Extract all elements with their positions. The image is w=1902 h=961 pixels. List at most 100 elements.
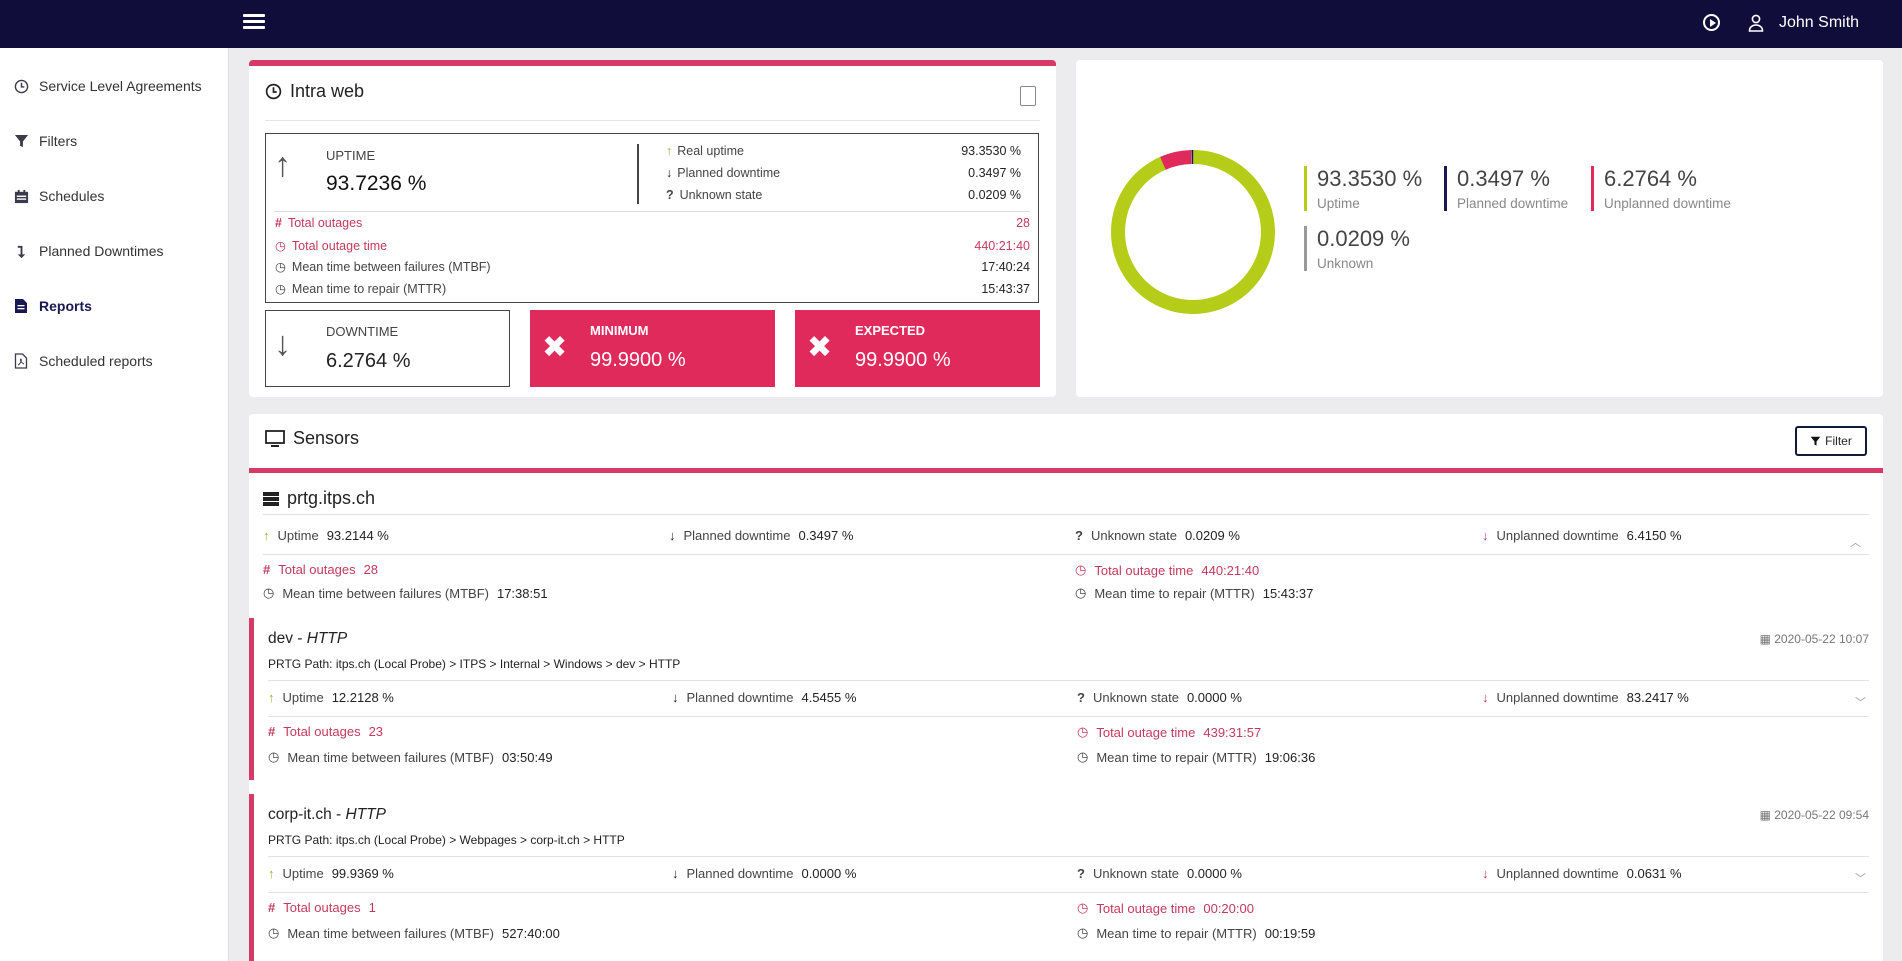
path-value: itps.ch (Local Probe) > Webpages > corp-… bbox=[335, 833, 625, 847]
sidebar-item-planned-downtimes[interactable]: Planned Downtimes bbox=[0, 231, 229, 271]
user-name[interactable]: John Smith bbox=[1779, 14, 1860, 31]
sidebar-item-reports[interactable]: Reports bbox=[0, 286, 229, 326]
unknown-state-row: ? Unknown state 0.0209 % bbox=[666, 188, 1021, 202]
stat-label: Unplanned downtime bbox=[1496, 866, 1619, 881]
clock-icon: ◷ bbox=[268, 749, 280, 764]
sensor-mtbf: ◷ Mean time between failures (MTBF) 527:40… bbox=[268, 925, 560, 941]
clock-icon: ◷ bbox=[263, 585, 275, 600]
donut-slice-planned-downtime[interactable] bbox=[1191, 150, 1194, 165]
hash-icon: # bbox=[268, 724, 276, 739]
stat-value: 0.0000 % bbox=[1186, 866, 1242, 881]
clock-icon: ◷ bbox=[1077, 925, 1089, 940]
stat-value: 00:19:59 bbox=[1264, 925, 1316, 941]
funnel-icon bbox=[1810, 436, 1821, 446]
hamburger-menu-icon[interactable] bbox=[243, 11, 265, 33]
downtime-value: 6.2764 % bbox=[326, 350, 411, 372]
funnel-icon bbox=[13, 133, 29, 149]
planned-downtime-label: Planned downtime bbox=[677, 166, 781, 180]
stat-value: 527:40:00 bbox=[501, 925, 560, 941]
stat-value: 93.2144 % bbox=[326, 528, 389, 543]
sidebar-item-label: Reports bbox=[39, 298, 92, 314]
path-label: PRTG Path: bbox=[268, 833, 333, 847]
sensors-header: Sensors bbox=[265, 428, 359, 449]
real-uptime-row: ↑ Real uptime 93.3530 % bbox=[666, 144, 1021, 158]
arrow-down-icon: ↓ bbox=[1482, 528, 1489, 543]
stat-value: 0.0000 % bbox=[801, 866, 857, 881]
donut-slice-unknown[interactable] bbox=[1191, 150, 1192, 165]
chevron-up-icon[interactable]: ︿ bbox=[1850, 537, 1861, 549]
minimum-value: 99.9900 % bbox=[590, 349, 686, 371]
mttr-row: ◷ Mean time to repair (MTTR) 15:43:37 bbox=[275, 281, 1030, 297]
filter-button[interactable]: Filter bbox=[1795, 426, 1867, 456]
filter-button-label: Filter bbox=[1825, 434, 1852, 448]
stat-label: Total outages bbox=[283, 724, 361, 739]
pdf-file-icon bbox=[13, 353, 29, 369]
total-outages-label: Total outages bbox=[287, 216, 363, 230]
availability-chart-card: 93.3530 % Uptime 0.3497 % Planned downti… bbox=[1076, 60, 1883, 397]
total-outage-time-value: 440:21:40 bbox=[974, 238, 1030, 253]
calendar-icon: ▦ bbox=[1759, 632, 1775, 646]
play-icon[interactable] bbox=[1703, 14, 1720, 31]
uptime-value: 93.7236 % bbox=[326, 172, 427, 195]
donut-slice-uptime[interactable] bbox=[1111, 150, 1275, 314]
mtbf-row: ◷ Mean time between failures (MTBF) 17:4… bbox=[275, 259, 1030, 275]
host-stats-row: ↑ Uptime 93.2144 % ↓ Planned downtime 0.3497… bbox=[249, 528, 1883, 552]
divider bbox=[268, 892, 1869, 893]
path-label: PRTG Path: bbox=[268, 657, 333, 671]
sidebar-item-scheduled-reports[interactable]: Scheduled reports bbox=[0, 341, 229, 381]
chevron-down-icon[interactable]: ﹀ bbox=[1855, 873, 1866, 885]
minimum-label: MINIMUM bbox=[590, 323, 649, 338]
chevron-down-icon[interactable]: ﹀ bbox=[1855, 697, 1866, 709]
sensor-item[interactable]: corp-it.ch - HTTP ▦ 2020-05-22 09:54 PRT… bbox=[249, 794, 1883, 961]
stat-value: 0.0631 % bbox=[1626, 866, 1682, 881]
stat-value: 12.2128 % bbox=[331, 690, 394, 705]
divider bbox=[265, 120, 1040, 121]
stat-value: 4.5455 % bbox=[801, 690, 857, 705]
sensor-date: ▦ 2020-05-22 09:54 bbox=[1760, 808, 1869, 822]
arrow-down-icon: ↓ bbox=[672, 690, 679, 705]
stat-label: Mean time between failures (MTBF) bbox=[282, 585, 489, 601]
clock-icon: ◷ bbox=[1077, 724, 1089, 739]
divider bbox=[274, 211, 1030, 212]
sidebar-item-schedules[interactable]: Schedules bbox=[0, 176, 229, 216]
arrow-up-icon: ↑ bbox=[268, 866, 275, 881]
clock-icon: ◷ bbox=[1075, 562, 1087, 577]
sensor-date-text: 2020-05-22 10:07 bbox=[1774, 632, 1869, 646]
total-outages-value: 28 bbox=[1016, 216, 1030, 230]
stat-value: 17:38:51 bbox=[496, 585, 548, 601]
stat-value: 6.4150 % bbox=[1626, 528, 1682, 543]
arrow-up-icon: ↑ bbox=[268, 690, 275, 705]
user-icon[interactable] bbox=[1748, 14, 1764, 32]
total-outages-row: # Total outages 28 bbox=[275, 216, 1030, 230]
stat-value: 0.0000 % bbox=[1186, 690, 1242, 705]
document-icon[interactable] bbox=[1020, 86, 1036, 106]
clock-icon: ◷ bbox=[1077, 749, 1089, 764]
divider bbox=[268, 856, 1869, 857]
legend-value: 6.2764 % bbox=[1604, 166, 1697, 191]
downtime-box: ↓ DOWNTIME 6.2764 % bbox=[265, 310, 510, 387]
sensor-mttr: ◷ Mean time to repair (MTTR) 19:06:36 bbox=[1077, 749, 1315, 765]
expected-value: 99.9900 % bbox=[855, 349, 951, 371]
sensor-type: HTTP bbox=[306, 630, 348, 647]
legend-label: Planned downtime bbox=[1457, 196, 1569, 211]
stat-value: 03:50:49 bbox=[501, 749, 553, 765]
stat-value: 99.9369 % bbox=[331, 866, 394, 881]
sensor-item[interactable]: dev - HTTP ▦ 2020-05-22 10:07 PRTG Path:… bbox=[249, 618, 1883, 780]
stat-value: 439:31:57 bbox=[1203, 724, 1262, 740]
sensor-planned-downtime: ↓ Planned downtime 4.5455 % bbox=[672, 690, 856, 705]
sidebar-item-service-level-agreements[interactable]: Service Level Agreements bbox=[0, 66, 229, 106]
sensor-path: PRTG Path: itps.ch (Local Probe) > ITPS … bbox=[268, 657, 680, 671]
sensor-unplanned-downtime: ↓ Unplanned downtime 83.2417 % bbox=[1482, 690, 1689, 705]
legend-unknown: 0.0209 % Unknown bbox=[1304, 226, 1410, 271]
divider bbox=[268, 716, 1869, 717]
stat-label: Mean time between failures (MTBF) bbox=[287, 749, 494, 765]
sensor-name-text: corp-it.ch - bbox=[268, 806, 346, 823]
sensor-total-outage-time: ◷ Total outage time 00:20:00 bbox=[1077, 900, 1254, 916]
stat-value: 00:20:00 bbox=[1203, 900, 1254, 916]
donut-slice-unplanned-downtime[interactable] bbox=[1159, 150, 1192, 170]
clock-icon: ◷ bbox=[275, 239, 286, 253]
sensor-stats-row: ↑ Uptime 99.9369 % ↓ Planned downtime 0.0000… bbox=[254, 866, 1888, 890]
report-icon bbox=[13, 298, 29, 314]
close-icon: ✖ bbox=[542, 331, 568, 364]
sidebar-item-filters[interactable]: Filters bbox=[0, 121, 229, 161]
